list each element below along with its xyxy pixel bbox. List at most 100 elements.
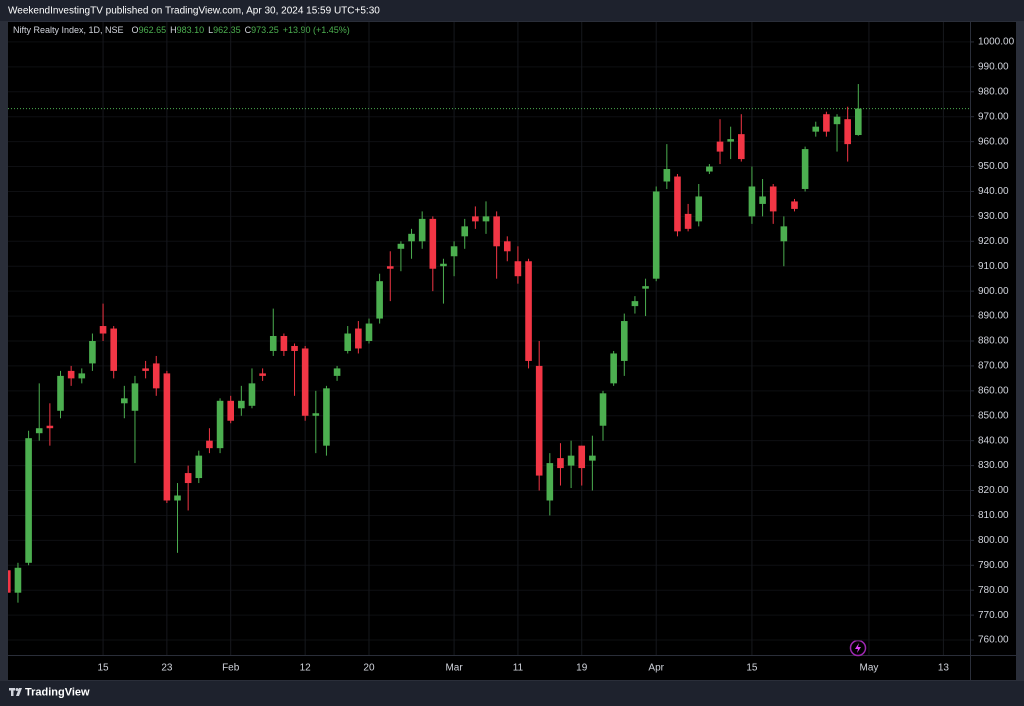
y-tick-label: 970.00 bbox=[978, 111, 1009, 122]
candle-body bbox=[631, 301, 639, 307]
y-tick-label: 860.00 bbox=[978, 385, 1009, 396]
y-tick-label: 790.00 bbox=[978, 560, 1009, 571]
candle-body bbox=[620, 321, 628, 361]
candle-body bbox=[674, 176, 681, 232]
y-tick-label: 900.00 bbox=[978, 286, 1009, 297]
candle-body bbox=[780, 226, 788, 242]
candle-body bbox=[567, 455, 575, 466]
y-tick-label: 870.00 bbox=[978, 361, 1009, 372]
candle-body bbox=[333, 368, 341, 376]
candle-body bbox=[376, 281, 383, 319]
axes: 1000.00 990.00 980.00 970.00 960.00 950.00 940… bbox=[97, 37, 1014, 674]
x-tick-label: 23 bbox=[161, 663, 173, 674]
x-tick-label: Feb bbox=[222, 663, 240, 674]
tv-logo bbox=[9, 688, 22, 696]
y-tick-label: 960.00 bbox=[978, 136, 1009, 147]
candle-body bbox=[57, 375, 64, 411]
top-bar bbox=[0, 0, 1024, 21]
candle-body bbox=[663, 169, 671, 182]
y-tick-label: 920.00 bbox=[978, 236, 1009, 247]
candle-body bbox=[812, 126, 820, 132]
candle-body bbox=[301, 348, 309, 416]
legend-key: L bbox=[208, 25, 213, 35]
x-tick-label: Apr bbox=[648, 663, 664, 674]
candle-body bbox=[748, 186, 756, 217]
candle-body bbox=[801, 149, 809, 189]
legend-key: O bbox=[132, 25, 139, 35]
candle-body bbox=[14, 567, 22, 593]
candle-body bbox=[312, 413, 320, 416]
candle-body bbox=[99, 326, 107, 334]
candle-body bbox=[259, 373, 266, 376]
candle-body bbox=[546, 463, 554, 501]
candle-body bbox=[525, 261, 532, 361]
candle-body bbox=[227, 400, 235, 421]
candle-body bbox=[695, 196, 703, 222]
x-tick-label: 19 bbox=[576, 663, 588, 674]
candle-body bbox=[578, 445, 586, 469]
x-tick-label: 15 bbox=[97, 663, 109, 674]
candle-body bbox=[131, 383, 139, 411]
candle-body bbox=[184, 473, 192, 484]
candle-body bbox=[365, 323, 373, 341]
legend-change: +13.90 (+1.45%) bbox=[283, 25, 350, 35]
y-tick-label: 780.00 bbox=[978, 585, 1009, 596]
x-tick-label: 20 bbox=[363, 663, 375, 674]
y-tick-label: 820.00 bbox=[978, 485, 1009, 496]
candle-body bbox=[78, 373, 86, 379]
candle-body bbox=[769, 186, 777, 212]
candle-body bbox=[248, 383, 256, 406]
candle-body bbox=[429, 218, 437, 269]
candle-body bbox=[472, 216, 479, 222]
x-tick-label: 15 bbox=[746, 663, 758, 674]
bottom-bar bbox=[0, 681, 1024, 706]
legend: Nifty Realty Index, 1D, NSE O962.65 H983.1… bbox=[13, 25, 350, 35]
candle-body bbox=[291, 345, 298, 351]
candle-body bbox=[323, 388, 330, 446]
candle-body bbox=[408, 233, 415, 242]
candle-body bbox=[823, 114, 830, 132]
legend-value: 962.65 bbox=[139, 25, 167, 35]
candle-body bbox=[535, 365, 543, 476]
y-tick-label: 940.00 bbox=[978, 186, 1009, 197]
y-tick-label: 850.00 bbox=[978, 410, 1009, 421]
candle-body bbox=[280, 336, 288, 351]
candle-body bbox=[727, 139, 734, 142]
candle-body bbox=[195, 455, 203, 479]
candle-body bbox=[684, 213, 692, 229]
candle-body bbox=[450, 246, 458, 257]
candle-body bbox=[89, 340, 96, 364]
x-tick-label: 13 bbox=[938, 663, 950, 674]
candle-body bbox=[599, 393, 607, 426]
candle-body bbox=[174, 495, 181, 501]
candle-body bbox=[35, 428, 43, 434]
x-tick-label: Mar bbox=[445, 663, 463, 674]
candle-body bbox=[397, 243, 405, 249]
y-tick-label: 990.00 bbox=[978, 61, 1009, 72]
plot bbox=[8, 84, 970, 603]
y-tick-label: 800.00 bbox=[978, 535, 1009, 546]
candle-body bbox=[503, 241, 511, 252]
candle-body bbox=[706, 166, 713, 172]
x-tick-label: 11 bbox=[513, 663, 524, 674]
x-tick-label: 12 bbox=[300, 663, 312, 674]
candle-body bbox=[8, 570, 11, 593]
candle-body bbox=[238, 400, 245, 409]
candle-body bbox=[355, 328, 362, 349]
legend-value: 973.25 bbox=[251, 25, 279, 35]
legend-key: C bbox=[245, 25, 252, 35]
candle-body bbox=[46, 425, 54, 429]
candle-body bbox=[152, 363, 160, 389]
x-tick-label: May bbox=[859, 663, 878, 674]
y-tick-label: 840.00 bbox=[978, 435, 1009, 446]
y-tick-label: 770.00 bbox=[978, 610, 1009, 621]
candle-body bbox=[418, 218, 426, 242]
legend-symbol: Nifty Realty Index, 1D, NSE bbox=[13, 25, 124, 35]
candle-body bbox=[67, 370, 75, 379]
candle-body bbox=[716, 141, 724, 152]
candle-body bbox=[121, 398, 128, 404]
candle-body bbox=[269, 336, 277, 351]
y-tick-label: 1000.00 bbox=[978, 37, 1015, 48]
